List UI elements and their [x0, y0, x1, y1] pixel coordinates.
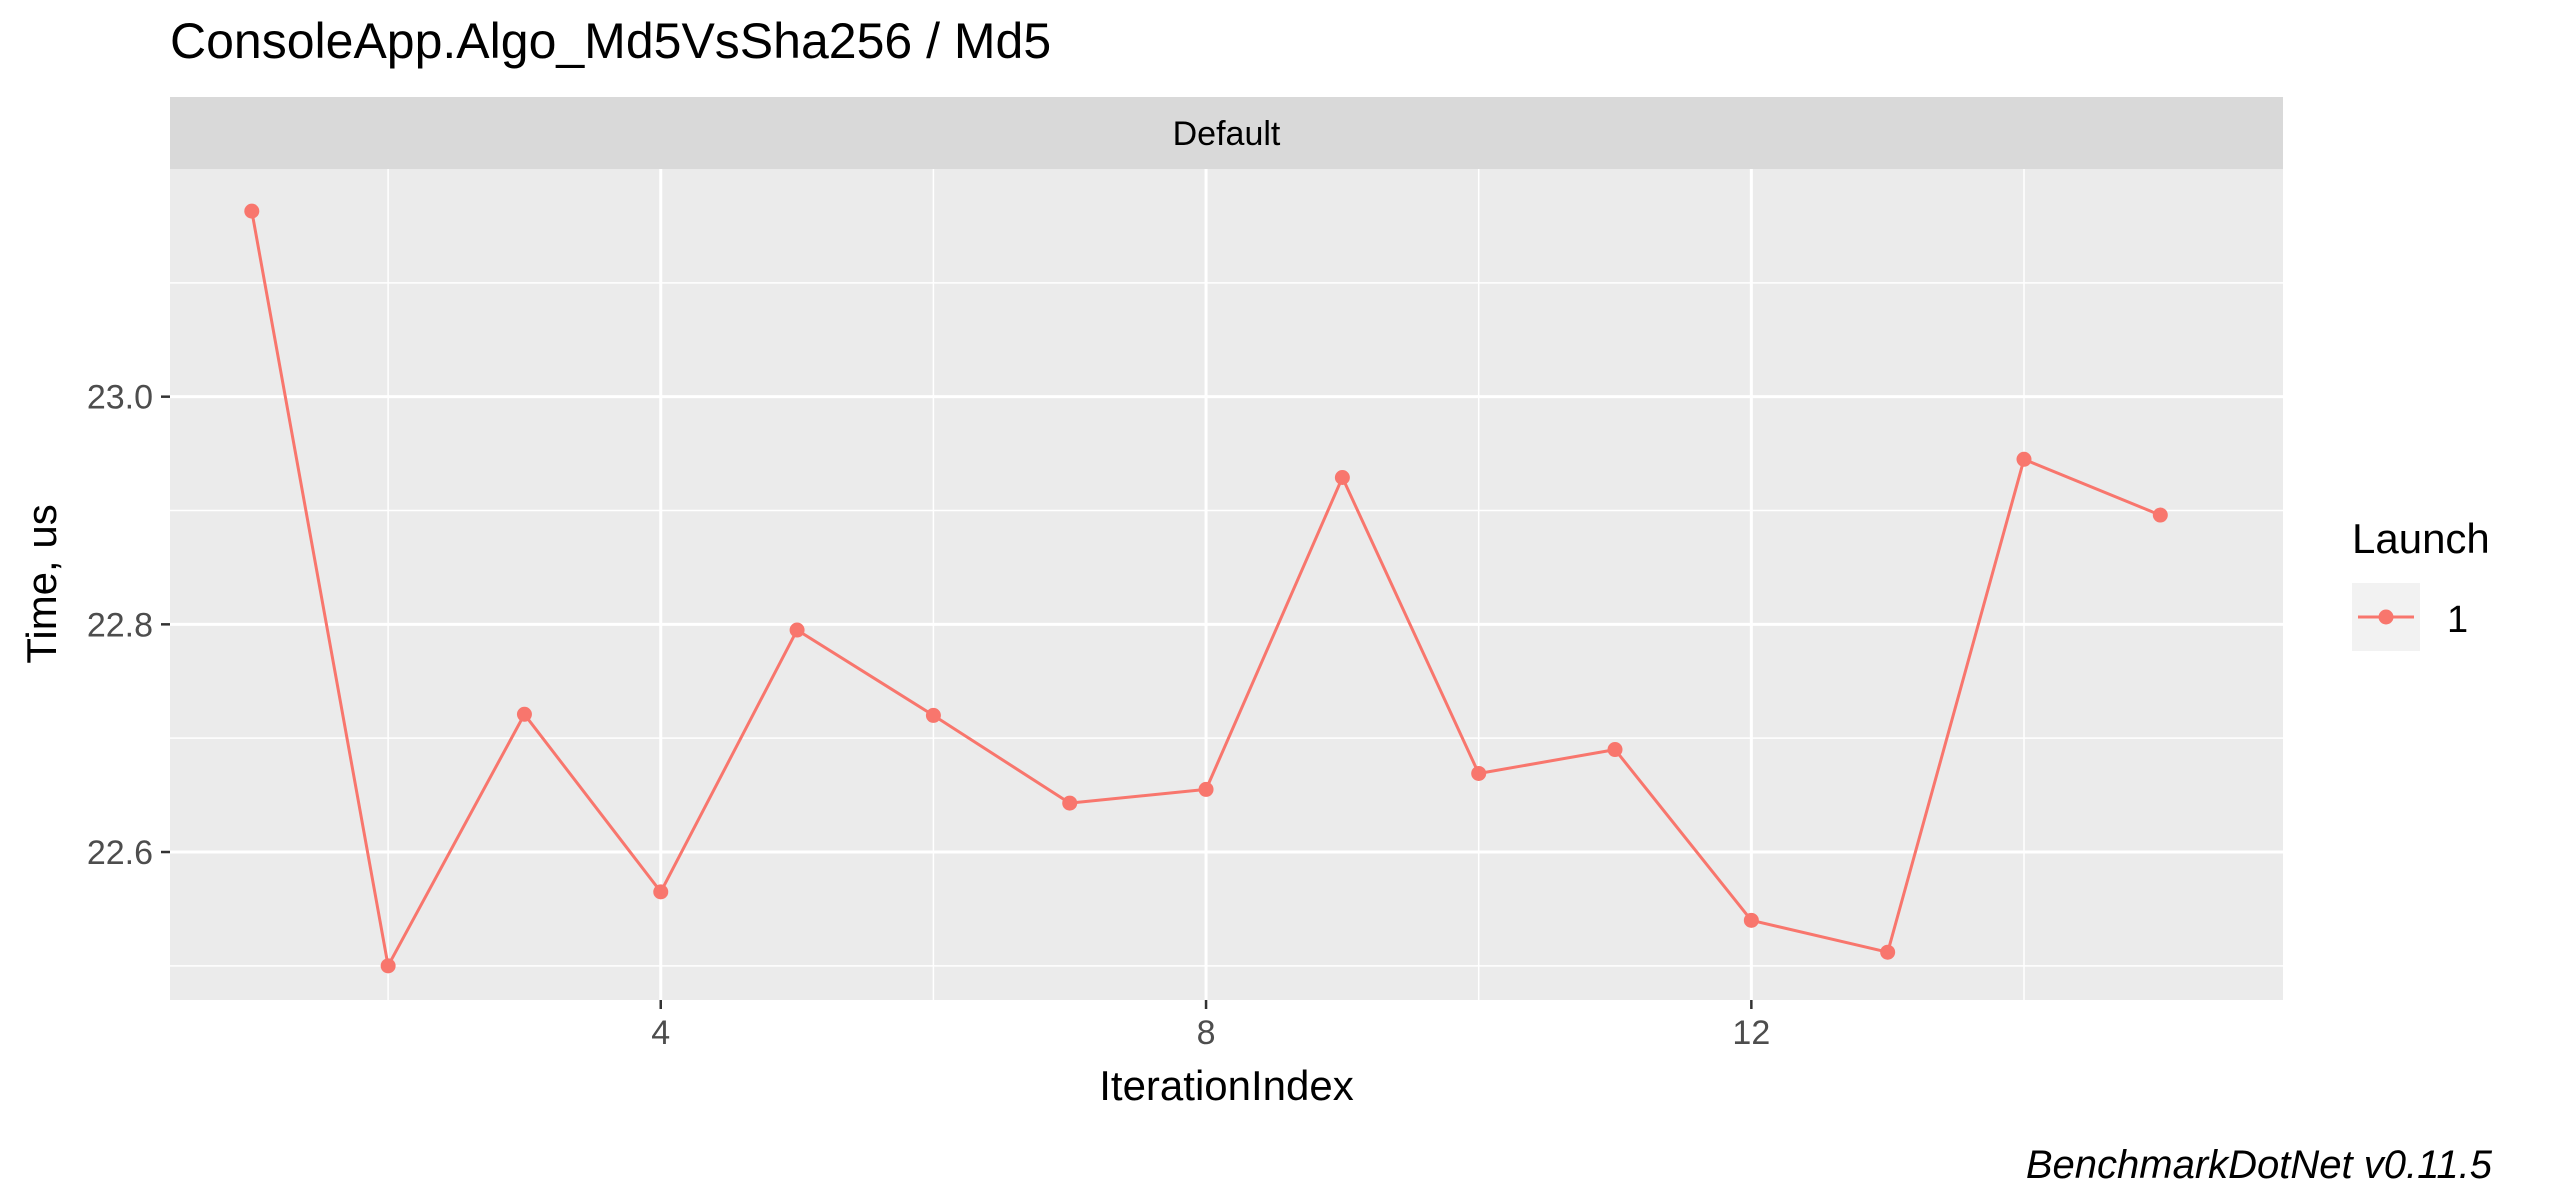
caption: BenchmarkDotNet v0.11.5: [2026, 1143, 2493, 1187]
minor-gridlines: [170, 169, 2283, 1000]
data-point: [1471, 765, 1487, 781]
series-layer: [244, 203, 2168, 974]
legend-title: Launch: [2352, 515, 2490, 562]
legend: Launch 1: [2352, 515, 2490, 651]
data-point: [1062, 795, 1078, 811]
y-axis: 22.6 22.8 23.0: [87, 379, 170, 872]
data-point: [1198, 781, 1214, 797]
x-axis: 4 8 12: [651, 1000, 1770, 1052]
y-tick-label: 22.8: [87, 606, 153, 644]
data-point: [1607, 742, 1623, 758]
data-point: [380, 958, 396, 974]
data-point: [244, 203, 260, 219]
data-point: [2016, 451, 2032, 467]
x-tick-label: 8: [1197, 1014, 1216, 1052]
x-tick-label: 12: [1732, 1014, 1770, 1052]
y-tick-label: 23.0: [87, 379, 153, 417]
legend-item-label: 1: [2447, 599, 2468, 641]
chart-title: ConsoleApp.Algo_Md5VsSha256 / Md5: [170, 13, 1051, 69]
data-point: [1880, 944, 1896, 960]
data-point: [516, 706, 532, 722]
major-gridlines: [170, 169, 2283, 1000]
x-axis-label: IterationIndex: [1099, 1062, 1354, 1109]
facet-strip-label: Default: [1173, 115, 1281, 153]
data-point: [653, 884, 669, 900]
facet-strip: [170, 97, 2283, 169]
x-tick-label: 4: [651, 1014, 670, 1052]
plot-panel: [170, 169, 2283, 1000]
data-point: [2152, 507, 2168, 523]
y-tick-label: 22.6: [87, 834, 153, 872]
data-point: [1334, 469, 1350, 485]
data-point: [1743, 912, 1759, 928]
legend-key-point: [2378, 609, 2394, 625]
data-point: [925, 707, 941, 723]
data-point: [789, 622, 805, 638]
y-axis-label: Time, us: [18, 504, 65, 663]
